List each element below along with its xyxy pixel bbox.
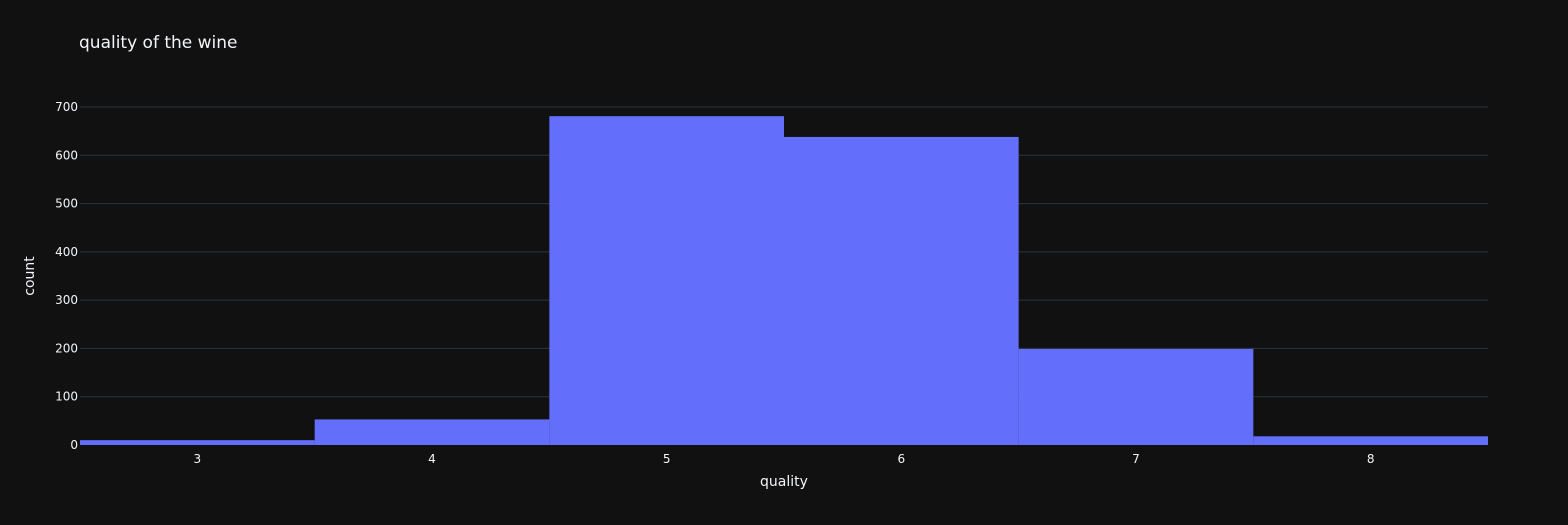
- y-tick-label: 700: [55, 100, 78, 114]
- bars: [80, 116, 1488, 446]
- x-axis-ticks: 3 4 5 6 7 8: [194, 452, 1375, 466]
- x-tick-label: 3: [194, 452, 202, 466]
- x-tick-label: 7: [1132, 452, 1140, 466]
- y-tick-label: 100: [55, 390, 78, 404]
- y-tick-label: 600: [55, 148, 78, 162]
- y-tick-label: 200: [55, 341, 78, 355]
- y-tick-label: 500: [55, 197, 78, 211]
- x-tick-label: 8: [1367, 452, 1375, 466]
- histogram-bar[interactable]: [784, 136, 1019, 446]
- y-axis-ticks: 0 100 200 300 400 500 600 700: [55, 100, 78, 452]
- y-tick-label: 0: [70, 438, 78, 452]
- y-tick-label: 300: [55, 293, 78, 307]
- histogram-bar[interactable]: [1018, 348, 1254, 445]
- chart-title: quality of the wine: [79, 33, 238, 53]
- x-tick-label: 4: [428, 452, 436, 466]
- x-tick-label: 5: [663, 452, 671, 466]
- histogram-bar[interactable]: [314, 419, 550, 445]
- x-tick-label: 6: [898, 452, 906, 466]
- y-tick-label: 400: [55, 245, 78, 259]
- histogram-bar[interactable]: [549, 116, 784, 445]
- y-axis-title: count: [22, 256, 38, 296]
- histogram-bar[interactable]: [1253, 436, 1488, 445]
- histogram-bar[interactable]: [80, 440, 315, 445]
- x-axis-title: quality: [760, 474, 808, 490]
